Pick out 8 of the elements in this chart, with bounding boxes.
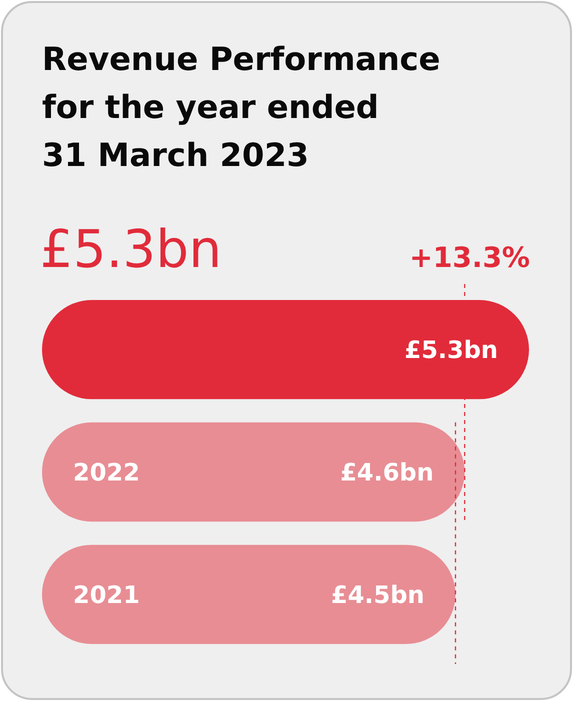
data-label: £4.6bn	[340, 458, 434, 486]
y-tick-label: 2022	[73, 458, 140, 486]
data-label: £4.5bn	[331, 580, 424, 609]
data-label: £5.3bn	[404, 336, 498, 364]
chart-title: Revenue Performance for the year ended 31 March 2023	[42, 40, 440, 174]
chart-subtitle: £5.3bn	[40, 220, 222, 280]
y-tick-label: 2021	[73, 580, 140, 609]
text: +13.3%	[409, 241, 530, 274]
